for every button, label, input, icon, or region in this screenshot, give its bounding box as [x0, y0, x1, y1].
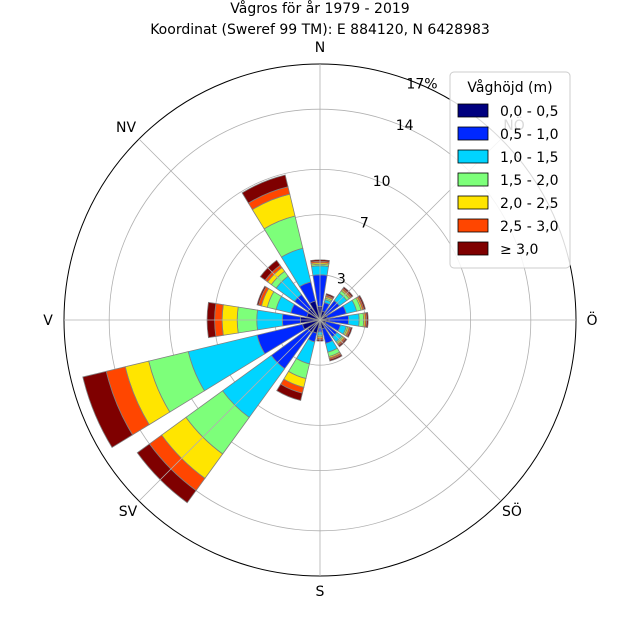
radial-tick-label-17: 17%: [406, 76, 437, 92]
compass-label-nv: NV: [116, 120, 136, 136]
sector-1-bin-6: [325, 293, 335, 299]
legend-swatch-1: [457, 126, 489, 141]
legend-label-3: 1,5 - 2,0: [500, 173, 558, 189]
sector-15-bin-6: [241, 174, 289, 204]
legend-label-0: 0,0 - 0,5: [500, 104, 558, 120]
spoke-225: [138, 319, 321, 502]
sector-13-bin-6: [256, 285, 267, 306]
legend-label-4: 2,0 - 2,5: [500, 196, 558, 212]
legend-swatch-3: [457, 172, 489, 187]
radial-tick-label-14: 14: [396, 118, 414, 134]
legend-title: Våghöjd (m): [467, 79, 552, 96]
radial-tick-label-3: 3: [337, 271, 346, 287]
sector-9-bin-6: [276, 383, 303, 402]
spoke-315: [138, 138, 321, 321]
sector-11-bin-6: [82, 370, 134, 449]
legend-swatch-0: [457, 103, 489, 118]
legend-frame: [449, 71, 571, 269]
legend-swatch-6: [457, 241, 489, 256]
legend-label-1: 0,5 - 1,0: [500, 127, 558, 143]
legend-label-6: ≥ 3,0: [500, 242, 538, 258]
spoke-135: [319, 319, 502, 502]
radial-tick-label-7: 7: [360, 216, 369, 232]
compass-label-o: Ö: [586, 311, 597, 329]
sector-3-bin-6: [357, 295, 366, 310]
compass-label-so: SÖ: [502, 502, 522, 520]
rose-sectors: [82, 174, 369, 504]
sector-7-bin-6: [329, 354, 343, 362]
compass-label-v: V: [43, 313, 53, 329]
compass-label-sv: SV: [119, 504, 138, 520]
legend-swatch-5: [457, 218, 489, 233]
compass-label-n: N: [315, 40, 325, 56]
chart-title-line2: Koordinat (Sweref 99 TM): E 884120, N 64…: [150, 22, 490, 38]
legend-label-2: 1,0 - 1,5: [500, 150, 558, 166]
sector-5-bin-6: [346, 326, 353, 338]
legend-swatch-2: [457, 149, 489, 164]
chart-title-line1: Vågros för år 1979 - 2019: [230, 0, 409, 17]
legend-swatch-4: [457, 195, 489, 210]
legend: Våghöjd (m) 0,0 - 0,5 0,5 - 1,0 1,0 - 1,5 1…: [449, 71, 571, 269]
legend-label-5: 2,5 - 3,0: [500, 219, 558, 235]
compass-label-s: S: [316, 584, 325, 600]
radial-tick-label-10: 10: [373, 174, 391, 190]
radial-tick-labels: 3 7 10 14 17%: [337, 76, 438, 287]
legend-items: 0,0 - 0,5 0,5 - 1,0 1,0 - 1,5 1,5 - 2,0 2,0 …: [457, 103, 558, 258]
